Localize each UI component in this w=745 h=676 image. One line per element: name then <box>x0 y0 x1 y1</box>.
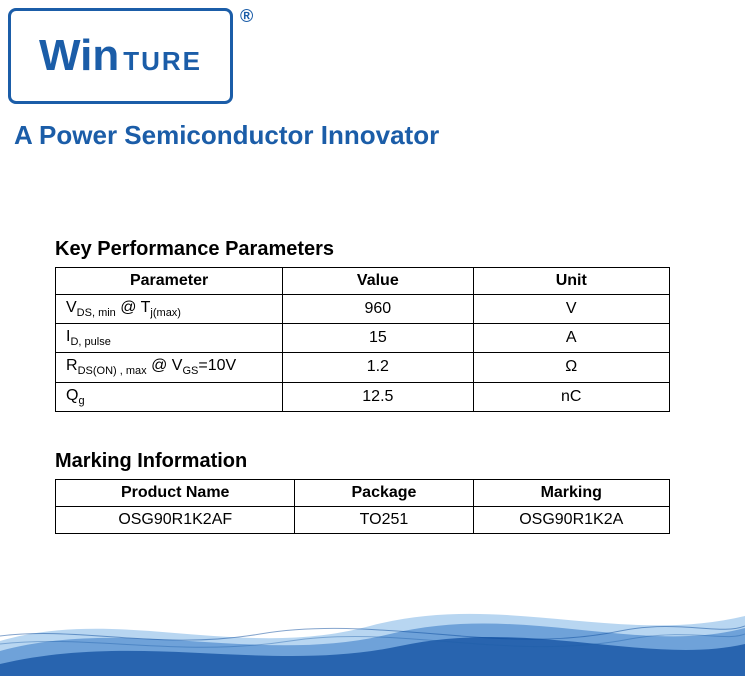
unit-cell: Ω <box>473 353 670 382</box>
logo-ture: TURE <box>123 46 202 76</box>
value-cell: 12.5 <box>283 382 473 411</box>
value-cell: 1.2 <box>283 353 473 382</box>
parameter-cell: RDS(ON) , max @ VGS=10V <box>56 353 283 382</box>
unit-cell: A <box>473 324 670 353</box>
marking-title: Marking Information <box>55 450 670 473</box>
registered-mark: ® <box>240 6 253 27</box>
table-header-row: ParameterValueUnit <box>56 268 670 295</box>
logo-win: Win <box>39 31 119 80</box>
table-row: ID, pulse15A <box>56 324 670 353</box>
logo-box: WinTURE <box>8 8 233 104</box>
table-header: Unit <box>473 268 670 295</box>
performance-table: ParameterValueUnit VDS, min @ Tj(max)960… <box>55 267 670 412</box>
table-header-row: Product NamePackageMarking <box>56 480 670 507</box>
marking-section: Marking Information Product NamePackageM… <box>55 450 670 534</box>
parameter-cell: ID, pulse <box>56 324 283 353</box>
package-cell: TO251 <box>295 507 473 534</box>
value-cell: 960 <box>283 295 473 324</box>
performance-title: Key Performance Parameters <box>55 238 670 261</box>
parameter-cell: Qg <box>56 382 283 411</box>
unit-cell: nC <box>473 382 670 411</box>
marking-table: Product NamePackageMarking OSG90R1K2AFTO… <box>55 479 670 534</box>
value-cell: 15 <box>283 324 473 353</box>
table-row: VDS, min @ Tj(max)960V <box>56 295 670 324</box>
parameter-cell: VDS, min @ Tj(max) <box>56 295 283 324</box>
table-header: Parameter <box>56 268 283 295</box>
table-header: Package <box>295 480 473 507</box>
table-row: RDS(ON) , max @ VGS=10V1.2Ω <box>56 353 670 382</box>
tagline: A Power Semiconductor Innovator <box>14 120 439 151</box>
wave-decoration <box>0 586 745 676</box>
logo-text: WinTURE <box>39 31 202 81</box>
table-header: Marking <box>473 480 670 507</box>
table-header: Value <box>283 268 473 295</box>
product-cell: OSG90R1K2AF <box>56 507 295 534</box>
table-row: OSG90R1K2AFTO251OSG90R1K2A <box>56 507 670 534</box>
marking-cell: OSG90R1K2A <box>473 507 670 534</box>
table-header: Product Name <box>56 480 295 507</box>
unit-cell: V <box>473 295 670 324</box>
table-row: Qg12.5nC <box>56 382 670 411</box>
performance-section: Key Performance Parameters ParameterValu… <box>55 238 670 412</box>
